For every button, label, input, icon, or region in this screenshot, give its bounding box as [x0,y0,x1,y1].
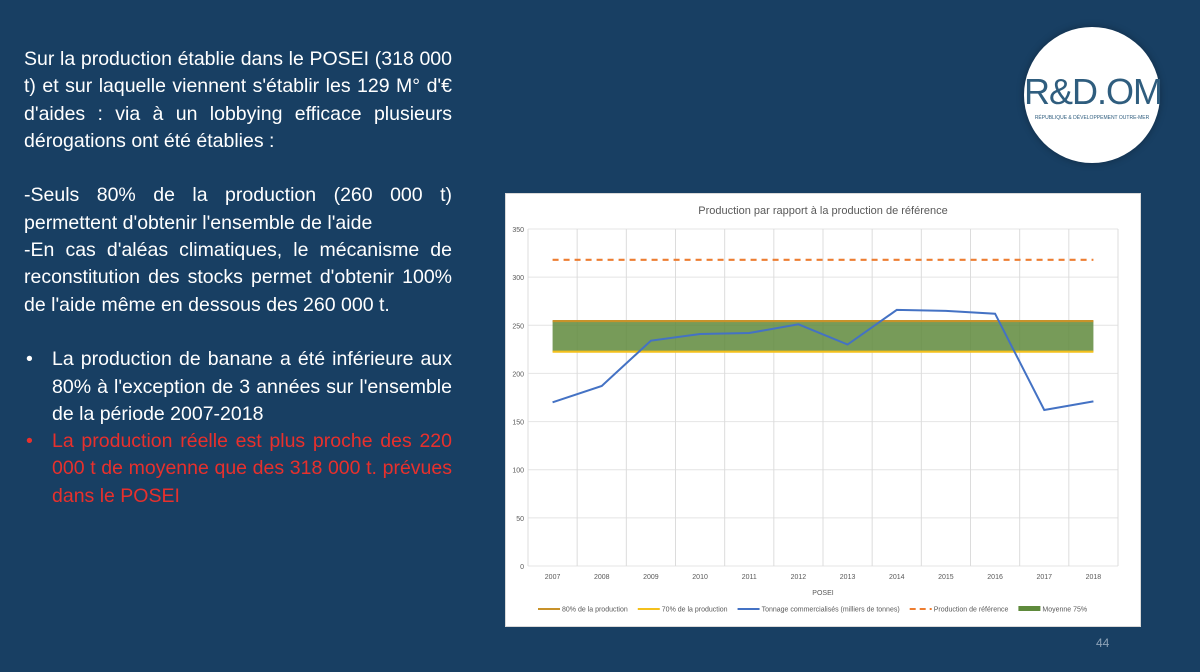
intro-paragraph: Sur la production établie dans le POSEI … [24,48,452,152]
x-axis-label: POSEI [812,590,833,597]
legend-item-label: Production de référence [934,607,1009,614]
slide-text: Sur la production établie dans le POSEI … [24,46,452,510]
point-1: -Seuls 80% de la production (260 000 t) … [24,184,452,234]
chart: Production par rapport à la production d… [505,193,1141,627]
logo: R&D.OM RÉPUBLIQUE & DÉVELOPPEMENT OUTRE-… [1024,27,1163,163]
page-number: 44 [1096,636,1110,650]
legend-item-label: Tonnage commercialisés (milliers de tonn… [762,607,900,614]
point-2: -En cas d'aléas climatiques, le mécanism… [24,239,452,316]
x-tick-label: 2009 [643,574,659,581]
y-tick-label: 250 [512,323,524,330]
bullet-1-text: La production de banane a été inférieure… [52,348,452,425]
y-tick-label: 300 [512,275,524,282]
bullet-2: • La production réelle est plus proche de… [24,428,452,510]
chart-title: Production par rapport à la production d… [698,205,948,217]
legend-item-label: 70% de la production [662,607,728,614]
y-tick-label: 50 [516,516,524,523]
bullet-icon: • [26,430,33,453]
band-moyenne-75 [552,321,1094,352]
bullet-1: • La production de banane a été inférieur… [24,346,452,428]
x-tick-label: 2010 [692,574,708,581]
y-tick-label: 0 [520,564,524,571]
legend-item-label: Moyenne 75% [1042,607,1087,614]
y-tick-label: 200 [512,371,524,378]
paragraph-gap [24,155,452,182]
logo-mark: R&D.OM [1024,71,1163,112]
bullet-icon: • [26,348,33,371]
y-tick-label: 150 [512,420,524,427]
x-tick-label: 2008 [594,574,610,581]
x-tick-label: 2017 [1036,574,1052,581]
legend-item-label: 80% de la production [562,607,628,614]
logo-subtitle: RÉPUBLIQUE & DÉVELOPPEMENT OUTRE-MER [1034,115,1150,121]
x-tick-label: 2012 [791,574,807,581]
series-line-2 [552,308,1094,412]
legend-swatch [1018,606,1041,611]
y-tick-label: 350 [512,227,524,234]
x-tick-label: 2016 [987,574,1003,581]
x-tick-label: 2007 [545,574,561,581]
paragraph-gap [24,319,452,346]
bullet-2-text: La production réelle est plus proche des… [52,430,452,507]
chart-svg: Production par rapport à la production d… [512,205,1119,614]
x-tick-label: 2013 [840,574,856,581]
x-tick-label: 2018 [1086,574,1102,581]
x-tick-label: 2011 [742,574,757,581]
x-tick-label: 2014 [889,574,905,581]
y-tick-label: 100 [512,468,524,475]
x-tick-label: 2015 [938,574,954,581]
